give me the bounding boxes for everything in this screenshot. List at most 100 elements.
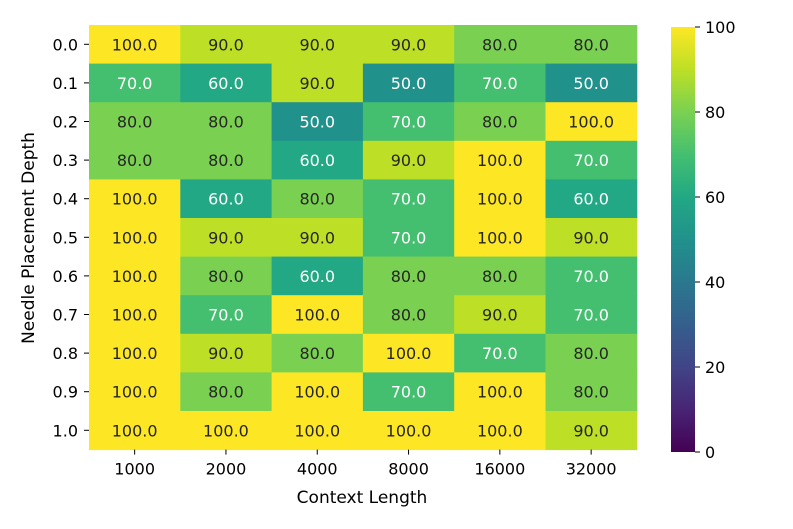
heatmap-cell-r7-c4	[454, 295, 546, 335]
heatmap-cell-r5-c5	[545, 218, 638, 258]
cell-label-r9-c1: 80.0	[208, 383, 244, 402]
heatmap-cell-r2-c1	[180, 102, 273, 142]
cell-label-r2-c4: 80.0	[482, 113, 518, 132]
cell-label-r7-c0: 100.0	[112, 306, 158, 325]
colorbar-tick-label-3: 60	[705, 188, 725, 207]
cell-label-r8-c3: 100.0	[386, 344, 432, 363]
cell-label-r5-c2: 90.0	[299, 228, 335, 247]
heatmap-cell-r6-c3	[362, 256, 455, 296]
heatmap-cell-r1-c3	[362, 63, 455, 103]
cell-label-r9-c3: 70.0	[391, 383, 427, 402]
heatmap-cell-r10-c3	[362, 411, 455, 451]
heatmap-cell-r3-c1	[180, 140, 273, 180]
heatmap-cell-r6-c2	[271, 256, 364, 296]
colorbar: 0 20 40 60 80 100	[671, 18, 736, 462]
cell-label-r1-c4: 70.0	[482, 74, 518, 93]
heatmap-cell-r8-c4	[454, 333, 546, 373]
heatmap-cell-r7-c3	[362, 295, 455, 335]
y-tick-label-6: 0.6	[53, 267, 78, 286]
heatmap-cell-r9-c0	[89, 372, 181, 412]
heatmap-cell-r0-c5	[545, 25, 638, 65]
y-tick-label-2: 0.2	[53, 113, 78, 132]
cell-label-r8-c4: 70.0	[482, 344, 518, 363]
x-tick-label-5: 32000	[566, 460, 617, 479]
heatmap-cell-r8-c5	[545, 333, 638, 373]
cell-label-r10-c3: 100.0	[386, 421, 432, 440]
cell-label-r1-c1: 60.0	[208, 74, 244, 93]
cell-label-r1-c2: 90.0	[299, 74, 335, 93]
heatmap-cell-r3-c5	[545, 140, 638, 180]
x-tick-label-1: 2000	[206, 460, 247, 479]
heatmap-cell-r1-c0	[89, 63, 181, 103]
heatmap-cell-r4-c3	[362, 179, 455, 219]
heatmap-cell-r9-c1	[180, 372, 273, 412]
cell-label-r6-c5: 70.0	[573, 267, 609, 286]
cell-label-r4-c2: 80.0	[299, 190, 335, 209]
heatmap-cell-r2-c2	[271, 102, 364, 142]
colorbar-tick-label-5: 100	[705, 18, 736, 37]
heatmap-cell-r4-c4	[454, 179, 546, 219]
heatmap-cell-r5-c4	[454, 218, 546, 258]
heatmap-cell-r0-c2	[271, 25, 364, 65]
heatmap-cell-r5-c1	[180, 218, 273, 258]
cell-label-r2-c0: 80.0	[117, 113, 153, 132]
heatmap-cell-r4-c2	[271, 179, 364, 219]
heatmap-cell-r5-c2	[271, 218, 364, 258]
y-axis-label: Needle Placement Depth	[19, 132, 39, 344]
heatmap-cell-r9-c4	[454, 372, 546, 412]
colorbar-tick-label-2: 40	[705, 273, 725, 292]
cell-label-r5-c0: 100.0	[112, 228, 158, 247]
heatmap-cell-r6-c0	[89, 256, 181, 296]
cell-label-r7-c5: 70.0	[573, 306, 609, 325]
heatmap-cell-r1-c5	[545, 63, 638, 103]
heatmap-cell-r3-c4	[454, 140, 546, 180]
heatmap-cell-r8-c3	[362, 333, 455, 373]
cell-label-r1-c0: 70.0	[117, 74, 153, 93]
heatmap-cell-r7-c1	[180, 295, 273, 335]
cell-label-r7-c2: 100.0	[294, 306, 340, 325]
cell-label-r6-c1: 80.0	[208, 267, 244, 286]
cell-label-r10-c4: 100.0	[477, 421, 523, 440]
heatmap-cell-r2-c5	[545, 102, 638, 142]
cell-label-r5-c5: 90.0	[573, 228, 609, 247]
heatmap-cell-r10-c0	[89, 411, 181, 451]
cell-label-r4-c1: 60.0	[208, 190, 244, 209]
colorbar-tick-label-0: 0	[705, 443, 715, 462]
y-tick-label-3: 0.3	[53, 151, 78, 170]
cell-label-r5-c3: 70.0	[391, 228, 427, 247]
cell-label-r3-c1: 80.0	[208, 151, 244, 170]
x-tick-label-4: 16000	[474, 460, 525, 479]
x-axis-label: Context Length	[297, 488, 428, 508]
heatmap-cell-r4-c5	[545, 179, 638, 219]
cell-label-r8-c0: 100.0	[112, 344, 158, 363]
heatmap-cell-r6-c5	[545, 256, 638, 296]
y-tick-label-7: 0.7	[53, 306, 78, 325]
cell-label-r9-c4: 100.0	[477, 383, 523, 402]
cell-label-r8-c5: 80.0	[573, 344, 609, 363]
x-axis: 1000 2000 4000 8000 16000 32000	[114, 449, 617, 479]
heatmap-cell-r10-c1	[180, 411, 273, 451]
cell-label-r10-c1: 100.0	[203, 421, 249, 440]
cell-label-r6-c4: 80.0	[482, 267, 518, 286]
heatmap-cells	[89, 25, 638, 451]
cell-label-r3-c3: 90.0	[391, 151, 427, 170]
x-tick-label-2: 4000	[297, 460, 338, 479]
y-tick-label-10: 1.0	[53, 421, 78, 440]
cell-label-r0-c4: 80.0	[482, 35, 518, 54]
y-tick-label-0: 0.0	[53, 35, 78, 54]
cell-label-r6-c0: 100.0	[112, 267, 158, 286]
heatmap-cell-r7-c0	[89, 295, 181, 335]
y-tick-label-5: 0.5	[53, 228, 78, 247]
cell-label-r4-c3: 70.0	[391, 190, 427, 209]
heatmap-cell-r7-c5	[545, 295, 638, 335]
heatmap-cell-r8-c0	[89, 333, 181, 373]
cell-label-r1-c3: 50.0	[391, 74, 427, 93]
colorbar-gradient	[671, 27, 695, 452]
heatmap-cell-r5-c0	[89, 218, 181, 258]
heatmap-cell-r9-c5	[545, 372, 638, 412]
heatmap-cell-r4-c0	[89, 179, 181, 219]
y-tick-label-1: 0.1	[53, 74, 78, 93]
cell-label-r3-c0: 80.0	[117, 151, 153, 170]
heatmap-cell-r6-c4	[454, 256, 546, 296]
